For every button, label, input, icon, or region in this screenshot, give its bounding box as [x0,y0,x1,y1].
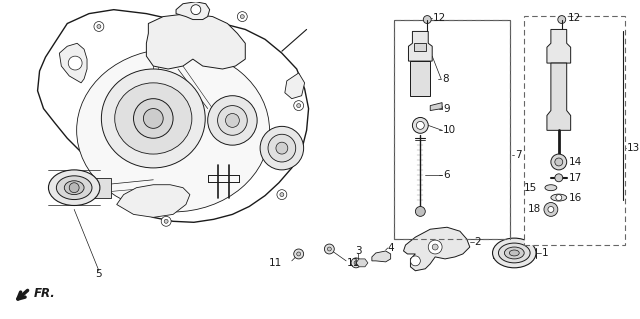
Text: 11: 11 [269,258,282,268]
Circle shape [65,183,69,187]
Text: 2: 2 [475,237,481,247]
Circle shape [324,244,334,254]
Text: 17: 17 [569,173,582,183]
Ellipse shape [509,250,519,256]
Circle shape [410,256,420,266]
Circle shape [97,25,101,28]
Circle shape [297,252,301,256]
Circle shape [294,101,303,111]
Circle shape [277,190,287,200]
Circle shape [417,122,424,129]
Polygon shape [430,103,442,111]
Ellipse shape [77,49,269,212]
Circle shape [68,56,82,70]
Text: 8: 8 [442,74,449,84]
Text: 1: 1 [542,248,548,258]
Text: 10: 10 [443,125,456,135]
Ellipse shape [551,194,566,201]
Polygon shape [410,61,430,96]
Polygon shape [372,251,390,262]
Bar [394,19,510,239]
Ellipse shape [499,243,530,263]
Circle shape [276,142,288,154]
Polygon shape [356,259,368,267]
Text: 18: 18 [528,204,541,214]
Text: 12: 12 [568,12,581,23]
Circle shape [164,219,168,223]
Text: 14: 14 [569,157,582,167]
Text: 15: 15 [524,183,537,193]
Circle shape [551,154,566,170]
Circle shape [556,195,562,201]
Bar [83,178,111,197]
Circle shape [555,174,563,182]
Circle shape [297,104,301,108]
Polygon shape [60,43,87,83]
Text: 11: 11 [347,258,360,268]
Circle shape [69,183,79,193]
Circle shape [280,193,284,197]
Circle shape [62,180,72,190]
Circle shape [548,206,554,212]
Polygon shape [285,73,305,99]
Circle shape [161,216,171,226]
Text: 3: 3 [355,246,362,256]
Circle shape [191,5,201,15]
Circle shape [412,117,428,133]
Polygon shape [547,63,571,130]
Polygon shape [147,14,245,69]
Text: 6: 6 [443,170,450,180]
Ellipse shape [493,238,536,268]
Circle shape [351,258,361,268]
Circle shape [208,96,257,145]
Ellipse shape [56,176,92,200]
Text: 7: 7 [515,150,522,160]
Polygon shape [403,227,470,271]
Ellipse shape [115,83,192,154]
Polygon shape [176,2,210,19]
Bar [524,16,625,245]
Ellipse shape [101,69,205,168]
Polygon shape [408,32,432,61]
Ellipse shape [504,247,524,259]
Polygon shape [38,10,308,222]
Circle shape [555,158,563,166]
Circle shape [143,108,163,128]
Circle shape [218,106,247,135]
Circle shape [241,15,244,19]
Text: FR.: FR. [34,287,56,300]
Circle shape [260,126,303,170]
Ellipse shape [545,185,557,191]
Bar [394,19,510,239]
Circle shape [423,16,431,24]
Ellipse shape [49,170,100,205]
Circle shape [268,134,296,162]
Circle shape [432,244,438,250]
Ellipse shape [64,181,84,195]
Text: 13: 13 [627,143,640,153]
Circle shape [558,16,566,24]
Text: 9: 9 [443,104,450,114]
Text: 16: 16 [569,193,582,203]
Circle shape [94,21,104,32]
Text: 12: 12 [433,12,447,23]
Circle shape [354,261,358,265]
Circle shape [415,206,425,216]
Text: 4: 4 [388,243,394,253]
Circle shape [225,114,239,127]
Circle shape [294,249,303,259]
Circle shape [328,247,332,251]
Circle shape [544,203,558,216]
Polygon shape [547,29,571,63]
Text: 5: 5 [95,269,102,279]
Polygon shape [414,43,426,51]
Polygon shape [116,185,190,217]
Circle shape [237,11,247,21]
Circle shape [134,99,173,138]
Circle shape [428,240,442,254]
